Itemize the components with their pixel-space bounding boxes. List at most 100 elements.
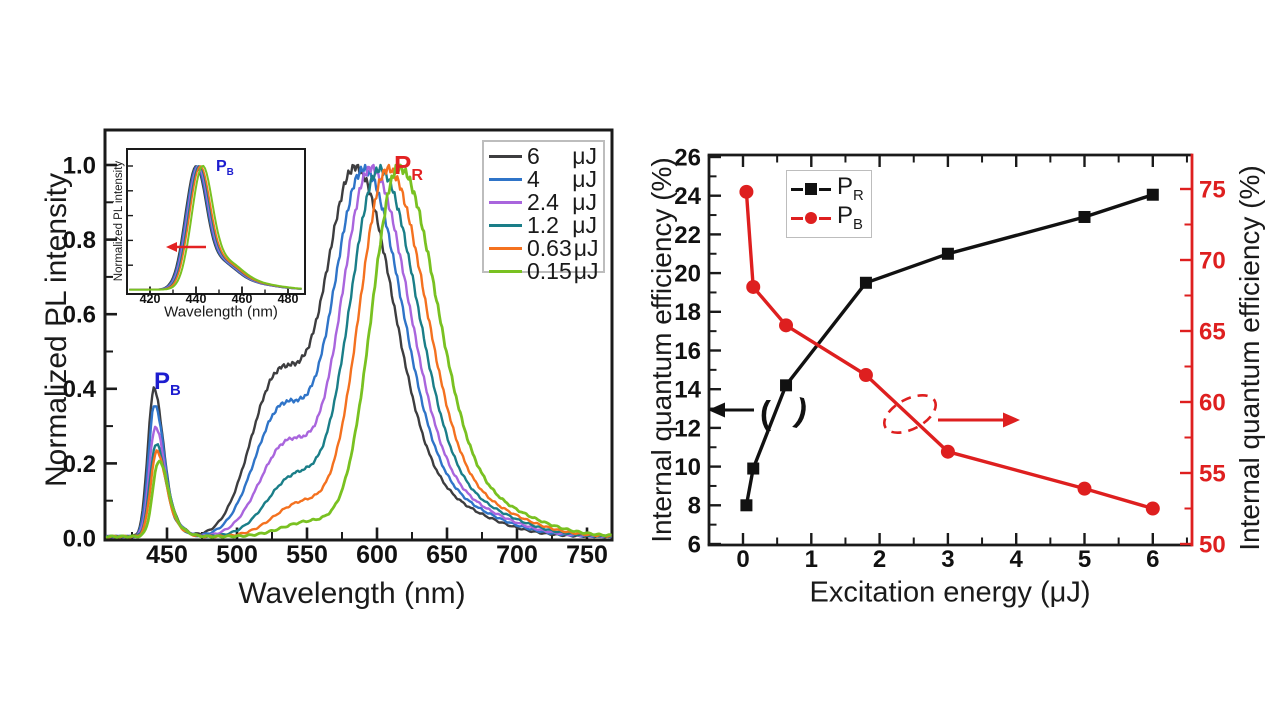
- legend-energy-value: 2.4: [527, 189, 559, 215]
- svg-text:0.8: 0.8: [63, 227, 96, 254]
- legend-energy-unit: μJ: [572, 212, 597, 238]
- iqe-series: [739, 184, 1160, 516]
- legend-energy-unit: μJ: [572, 143, 597, 169]
- svg-text:): ): [792, 391, 812, 430]
- svg-text:420: 420: [140, 292, 161, 306]
- legend-energy-unit: μJ: [572, 166, 597, 192]
- marker-PB: [1077, 481, 1092, 496]
- pr-line-sample: [791, 183, 835, 196]
- legend-energy-unit: μJ: [572, 189, 597, 215]
- legend-line-sample: [489, 223, 522, 228]
- svg-text:16: 16: [674, 338, 701, 365]
- left-x-axis-title: Wavelength (nm): [238, 577, 466, 610]
- svg-text:3: 3: [941, 546, 954, 573]
- svg-text:75: 75: [1199, 176, 1226, 203]
- marker-PB: [779, 318, 794, 333]
- svg-text:6: 6: [1146, 546, 1159, 573]
- right-x-axis-title: Excitation energy (μJ): [809, 576, 1091, 609]
- svg-text:700: 700: [496, 541, 538, 569]
- legend-label-pb: PB: [837, 204, 863, 233]
- svg-text:5: 5: [1078, 546, 1091, 573]
- left-legend: 6 μJ 4 μJ 2.4 μJ 1.2 μJ 0.63 μJ 0.15 μJ: [482, 140, 605, 283]
- pr-legend-base: P: [837, 173, 854, 201]
- right-panel-right-y-axis-title: Internal quantum efficiency (%): [1234, 165, 1265, 551]
- right-legend: PR PB: [786, 170, 872, 238]
- svg-text:26: 26: [674, 144, 701, 171]
- svg-text:500: 500: [216, 541, 258, 569]
- series-line-PB: [744, 191, 1154, 511]
- legend-label-pr: PR: [837, 175, 864, 204]
- svg-text:20: 20: [674, 261, 701, 288]
- legend-line-sample: [489, 154, 522, 159]
- legend-entry-0.63uJ: 0.63 μJ: [489, 235, 599, 261]
- svg-text:460: 460: [232, 292, 253, 306]
- svg-text:18: 18: [674, 299, 701, 326]
- svg-text:600: 600: [356, 541, 398, 569]
- legend-line-sample: [489, 269, 522, 274]
- svg-text:10: 10: [674, 454, 701, 481]
- legend-entry-4uJ: 4 μJ: [489, 168, 597, 191]
- legend-line-sample: [489, 246, 522, 251]
- marker-PR: [780, 379, 793, 392]
- svg-text:0.0: 0.0: [63, 525, 96, 552]
- marker-PR: [747, 462, 760, 475]
- svg-text:60: 60: [1199, 389, 1226, 416]
- inset-curve-0.15uJ: [129, 164, 302, 291]
- svg-text:0.4: 0.4: [63, 376, 97, 403]
- inset-chart: 420 440 460 480: [126, 148, 306, 306]
- inset-peak-label-pb: PB: [216, 158, 234, 178]
- legend-energy-unit: μJ: [573, 235, 599, 261]
- pr-base: P: [394, 150, 412, 180]
- svg-text:(: (: [760, 394, 771, 431]
- svg-text:1: 1: [805, 546, 818, 573]
- inset-pb-sub: B: [226, 167, 234, 179]
- marker-PR: [941, 247, 954, 260]
- legend-entry-1.2uJ: 1.2 μJ: [489, 214, 597, 237]
- legend-entry-0.15uJ: 0.15 μJ: [489, 258, 599, 284]
- marker-PR: [1078, 210, 1091, 223]
- svg-text:750: 750: [566, 541, 608, 569]
- inset-pb-base: P: [216, 158, 227, 175]
- svg-text:6: 6: [688, 531, 701, 558]
- series-line-PR: [744, 193, 1154, 506]
- right-chart-axes: [707, 153, 1194, 547]
- svg-text:2: 2: [873, 546, 886, 573]
- left-chart-axes: [103, 128, 614, 542]
- legend-line-sample: [489, 177, 522, 182]
- legend-entry-pb: PB: [791, 204, 867, 233]
- pb-base: P: [154, 368, 171, 395]
- legend-energy-value: 4: [527, 166, 540, 192]
- pr-legend-sub: R: [853, 187, 864, 204]
- svg-text:1.0: 1.0: [63, 152, 96, 179]
- svg-text:450: 450: [146, 541, 188, 569]
- right-axis-pointer-annotation: [882, 394, 1020, 434]
- svg-text:65: 65: [1199, 318, 1226, 345]
- marker-PR: [859, 276, 872, 289]
- legend-energy-unit: μJ: [573, 258, 599, 284]
- legend-energy-value: 0.63: [527, 235, 572, 261]
- legend-entry-pr: PR: [791, 175, 867, 204]
- legend-line-sample: [489, 200, 522, 205]
- inset-x-axis-title: Wavelength (nm): [164, 303, 278, 321]
- svg-text:50: 50: [1199, 531, 1226, 558]
- legend-entry-2.4uJ: 2.4 μJ: [489, 191, 597, 214]
- pl-spectra-curves: [105, 163, 612, 539]
- pr-sub: R: [411, 166, 423, 185]
- peak-label-pb: PB: [154, 368, 181, 399]
- spectrum-curve-0.15uJ: [105, 163, 612, 539]
- pb-legend-base: P: [837, 202, 854, 230]
- svg-text:550: 550: [286, 541, 328, 569]
- legend-entry-6uJ: 6 μJ: [489, 145, 597, 168]
- inset-y-axis-title: Normalized PL intensity: [113, 160, 125, 282]
- marker-PB: [746, 279, 761, 294]
- legend-energy-value: 1.2: [527, 212, 559, 238]
- svg-text:0.6: 0.6: [63, 302, 96, 329]
- inset-blueshift-arrow: [166, 242, 206, 252]
- svg-text:70: 70: [1199, 247, 1226, 274]
- marker-PR: [1146, 188, 1159, 201]
- left-chart-tick-labels: 450 500 550 600 650 700 750 0.0 0.2 0.4 0.6 0.8 1.0: [63, 152, 608, 569]
- svg-text:0.2: 0.2: [63, 451, 96, 478]
